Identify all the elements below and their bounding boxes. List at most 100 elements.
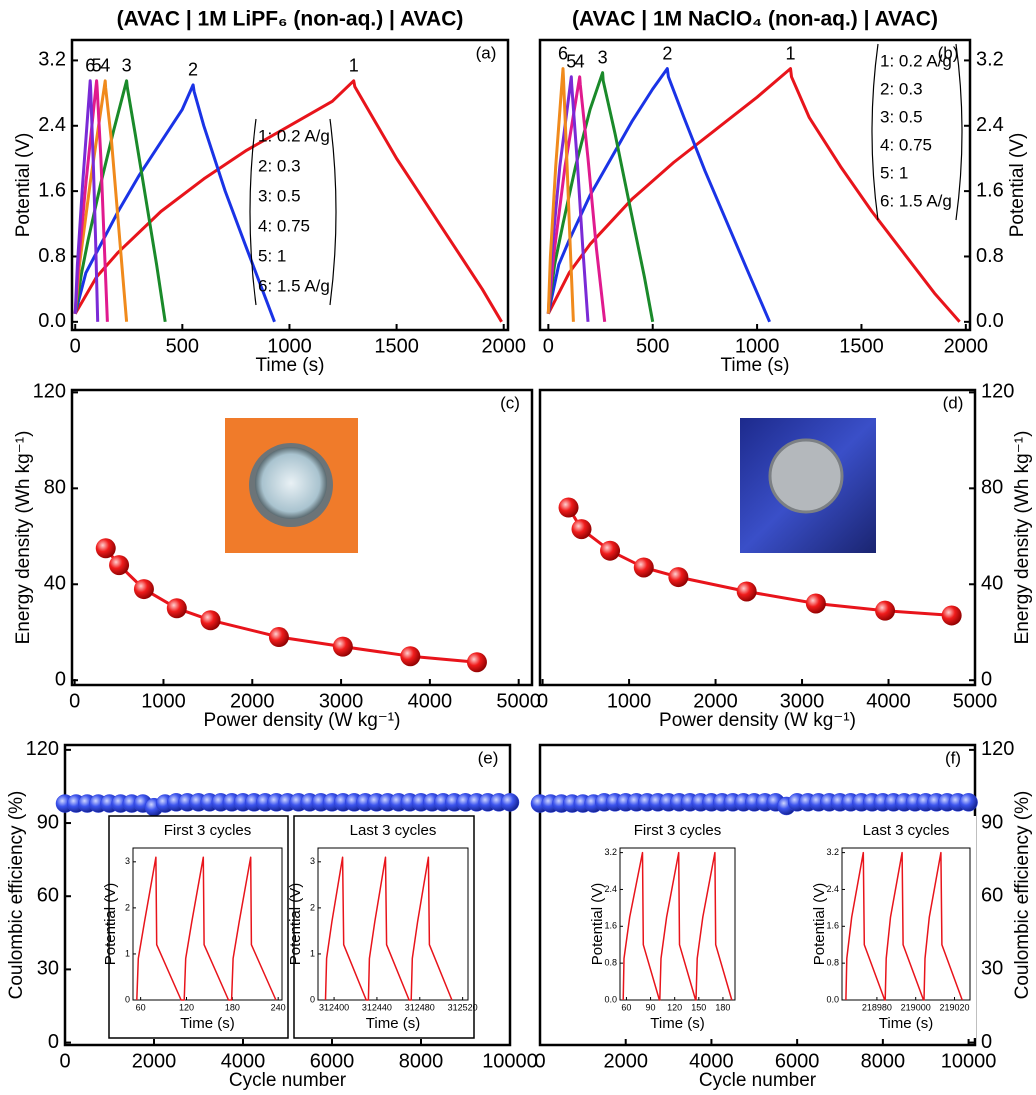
inset-background — [293, 815, 475, 1039]
inset-title: Last 3 cycles — [350, 822, 437, 839]
y-tick-label: 1.6 — [38, 179, 66, 201]
x-axis-label: Time (s) — [180, 1015, 234, 1032]
y-tick-label: 0 — [125, 994, 130, 1004]
photo-coin-cell-c — [225, 418, 358, 553]
x-tick-label: 1500 — [374, 335, 419, 357]
y-tick-label: 30 — [37, 958, 59, 980]
x-tick-label: 60 — [621, 1002, 631, 1012]
legend-bracket — [871, 43, 879, 221]
plot-frame — [538, 38, 972, 332]
x-axis-label: Power density (W kg⁻¹) — [659, 710, 856, 731]
x-tick-label: 218980 — [862, 1002, 892, 1012]
inset-title: First 3 cycles — [164, 822, 252, 839]
y-tick-label: 2 — [310, 902, 315, 912]
marker — [332, 636, 353, 657]
curve-label: 5 — [566, 52, 576, 72]
x-axis-label: Time (s) — [650, 1015, 704, 1032]
x-tick-label: 4000 — [221, 1050, 266, 1072]
curve — [546, 67, 771, 323]
legend-entry: 6: 1.5 A/g — [258, 276, 330, 295]
x-tick-label: 2000 — [481, 335, 526, 357]
legend-entry: 2: 0.3 — [258, 156, 301, 175]
x-tick-label: 2000 — [693, 690, 738, 712]
y-axis-label: Energy density (Wh kg⁻¹) — [13, 431, 34, 645]
marker — [600, 540, 621, 561]
y-tick-label: 0 — [55, 668, 66, 690]
curve-label: 5 — [92, 56, 102, 76]
curve — [546, 75, 607, 322]
inset-frame — [841, 847, 971, 1001]
y-tick-label: 0 — [981, 1031, 992, 1053]
x-tick-label: 3000 — [780, 690, 825, 712]
y-tick-label: 1.6 — [826, 921, 839, 931]
y-tick-label: 60 — [981, 885, 1003, 907]
y-tick-label: 1 — [310, 948, 315, 958]
inset-frame — [132, 847, 283, 1001]
x-tick-label: 180 — [225, 1002, 240, 1012]
y-tick-label: 3.2 — [826, 847, 839, 857]
x-tick-label: 312520 — [448, 1002, 478, 1012]
curve — [622, 851, 733, 1001]
inset-background — [108, 815, 289, 1039]
y-axis-label: Potential (V) — [287, 883, 304, 966]
plot-frame — [70, 388, 534, 687]
inset-title: Last 3 cycles — [863, 822, 950, 839]
y-axis-label: Potential (V) — [102, 883, 119, 966]
marker — [95, 538, 116, 559]
marker — [466, 652, 487, 673]
y-tick-label: 120 — [26, 738, 59, 760]
y-axis-label: Coulombic efficiency (%) — [6, 791, 27, 1000]
curve — [73, 79, 503, 323]
y-tick-label: 30 — [981, 958, 1003, 980]
x-tick-label: 312400 — [319, 1002, 349, 1012]
y-tick-label: 0.0 — [604, 994, 617, 1004]
x-tick-label: 10000 — [482, 1050, 538, 1072]
curve-label: 1 — [785, 43, 795, 63]
curve — [546, 67, 961, 323]
marker — [166, 598, 187, 619]
panel-title: (AVAC | 1M NaClO₄ (non-aq.) | AVAC) — [572, 8, 938, 31]
x-tick-label: 120 — [179, 1002, 194, 1012]
x-axis-label: Time (s) — [256, 355, 325, 376]
panel-label: (f) — [945, 748, 961, 767]
marker — [571, 519, 592, 540]
curve — [845, 851, 963, 1001]
x-tick-label: 0 — [69, 690, 80, 712]
x-tick-label: 10000 — [941, 1050, 997, 1072]
marker — [133, 579, 154, 600]
curve — [104, 547, 478, 664]
marker — [200, 610, 221, 631]
x-tick-label: 6000 — [775, 1050, 820, 1072]
y-axis-label: Potential (V) — [589, 883, 606, 966]
y-tick-label: 0.0 — [826, 994, 839, 1004]
panel-label: (e) — [478, 748, 499, 767]
legend-entry: 1: 0.2 A/g — [258, 126, 330, 145]
marker — [805, 593, 826, 614]
y-tick-label: 80 — [981, 477, 1003, 499]
x-tick-label: 500 — [636, 335, 669, 357]
y-tick-label: 0.8 — [826, 958, 839, 968]
y-tick-label: 0.0 — [38, 310, 66, 332]
x-axis-label: Time (s) — [879, 1015, 933, 1032]
legend-entry: 3: 0.5 — [880, 107, 923, 126]
curve-label: 2 — [188, 60, 198, 80]
marker — [558, 497, 579, 518]
marker — [109, 555, 130, 576]
y-axis-label: Potential (V) — [811, 883, 828, 966]
y-tick-label: 0 — [981, 668, 992, 690]
curve-label: 1 — [349, 56, 359, 76]
x-tick-label: 150 — [691, 1002, 706, 1012]
y-tick-label: 3.2 — [38, 49, 66, 71]
plot-frame — [538, 388, 977, 687]
curve-label: 3 — [598, 47, 608, 67]
x-tick-label: 0 — [537, 690, 548, 712]
y-tick-label: 3.2 — [604, 847, 617, 857]
x-tick-label: 0 — [534, 1050, 545, 1072]
x-tick-label: 2000 — [230, 690, 275, 712]
y-tick-label: 60 — [37, 885, 59, 907]
x-tick-label: 500 — [166, 335, 199, 357]
y-axis-label: Potential (V) — [1007, 133, 1028, 238]
curve-label: 4 — [575, 52, 585, 72]
x-tick-label: 60 — [136, 1002, 146, 1012]
legend-bracket — [329, 118, 337, 306]
